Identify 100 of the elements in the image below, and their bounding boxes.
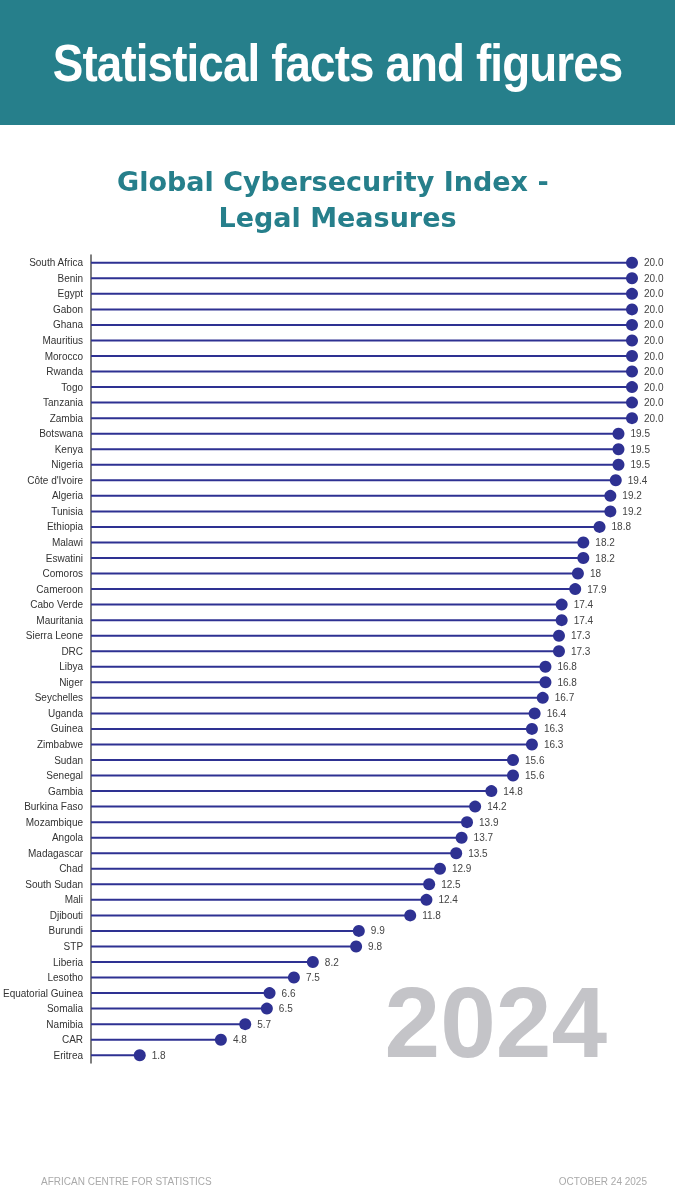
- data-label: 20.0: [644, 381, 664, 393]
- point: [287, 971, 300, 984]
- y-tick-label: Kenya: [54, 443, 84, 455]
- point: [352, 924, 365, 937]
- point: [604, 505, 617, 518]
- data-label: 16.8: [557, 676, 578, 688]
- y-tick-label: Mozambique: [25, 816, 84, 828]
- point: [423, 878, 436, 891]
- point: [604, 489, 617, 502]
- y-tick-label: Niger: [59, 676, 84, 688]
- point: [626, 303, 638, 316]
- point: [525, 738, 538, 751]
- y-tick-label: DRC: [61, 645, 84, 657]
- y-tick-label: Eritrea: [53, 1049, 84, 1061]
- y-tick-label: Côte d'Ivoire: [27, 474, 84, 486]
- data-label: 20.0: [644, 366, 664, 378]
- point: [133, 1049, 146, 1062]
- data-label: 15.6: [524, 770, 545, 782]
- data-label: 19.5: [630, 443, 651, 455]
- point: [461, 816, 474, 829]
- point: [626, 272, 638, 285]
- data-label: 18.8: [611, 521, 632, 533]
- y-tick-label: Cabo Verde: [30, 599, 84, 611]
- point: [555, 614, 568, 627]
- data-label: 19.5: [630, 428, 651, 440]
- point: [263, 987, 276, 1000]
- y-tick-label: Burkina Faso: [24, 801, 84, 813]
- data-label: 19.4: [627, 474, 648, 486]
- y-tick-label: Uganda: [48, 707, 84, 719]
- point: [612, 427, 625, 440]
- y-tick-label: Comoros: [42, 568, 84, 580]
- data-label: 16.3: [543, 723, 564, 735]
- point: [626, 396, 638, 409]
- y-tick-label: Seychelles: [34, 692, 84, 704]
- data-label: 14.8: [503, 785, 524, 797]
- text: AFRICAN CENTRE FOR STATISTICS: [41, 1176, 212, 1187]
- point: [612, 458, 625, 471]
- point: [539, 660, 552, 673]
- data-label: 20.0: [644, 397, 664, 409]
- y-tick-label: Nigeria: [51, 459, 84, 471]
- data-label: 18: [589, 568, 602, 580]
- data-label: 9.8: [368, 940, 383, 952]
- y-tick-label: Zimbabwe: [36, 738, 84, 750]
- point: [239, 1018, 252, 1031]
- y-tick-label: Sierra Leone: [25, 630, 84, 642]
- point: [404, 909, 417, 922]
- y-tick-label: Mali: [64, 894, 84, 906]
- point: [626, 365, 638, 378]
- y-tick-label: Tanzania: [43, 397, 84, 409]
- data-label: 19.2: [622, 505, 643, 517]
- point: [593, 520, 606, 533]
- point: [433, 862, 446, 875]
- data-label: 20.0: [644, 288, 664, 300]
- data-label: 6.5: [278, 1003, 294, 1015]
- y-tick-label: Ghana: [53, 319, 84, 331]
- text: Statistical facts and figures: [52, 32, 623, 93]
- point: [626, 334, 638, 347]
- data-label: 13.7: [473, 832, 494, 844]
- data-label: 20.0: [644, 272, 664, 284]
- point: [552, 629, 565, 642]
- data-label: 20.0: [644, 350, 664, 362]
- y-tick-label: Benin: [57, 272, 84, 284]
- point: [626, 287, 638, 300]
- point: [555, 598, 568, 611]
- data-label: 15.6: [524, 754, 545, 766]
- data-label: 20.0: [644, 319, 664, 331]
- point: [612, 443, 625, 456]
- y-tick-label: Madagascar: [28, 847, 84, 859]
- point: [577, 536, 590, 549]
- y-tick-label: Libya: [59, 661, 84, 673]
- y-tick-label: Togo: [61, 381, 84, 393]
- point: [455, 831, 468, 844]
- y-tick-label: Somalia: [46, 1003, 84, 1015]
- point: [626, 350, 638, 362]
- data-label: 1.8: [151, 1049, 167, 1061]
- y-tick-label: Algeria: [51, 490, 84, 502]
- y-tick-label: Botswana: [39, 428, 84, 440]
- point: [450, 847, 463, 860]
- point: [485, 785, 498, 798]
- point: [528, 707, 541, 720]
- point: [577, 552, 590, 564]
- point: [507, 769, 519, 782]
- y-tick-label: Equatorial Guinea: [2, 987, 84, 999]
- data-label: 16.4: [546, 707, 567, 719]
- data-label: 18.2: [595, 536, 616, 548]
- text: OCTOBER 24 2025: [558, 1176, 647, 1187]
- y-tick-label: Morocco: [44, 350, 84, 362]
- point: [525, 722, 538, 735]
- point: [507, 754, 519, 766]
- y-tick-label: Ethiopia: [46, 521, 84, 533]
- data-label: 20.0: [644, 412, 664, 424]
- y-tick-label: CAR: [61, 1034, 84, 1046]
- y-tick-label: Eswatini: [45, 552, 84, 564]
- data-label: 17.3: [570, 645, 591, 657]
- y-tick-label: Angola: [51, 832, 84, 844]
- data-label: 17.9: [587, 583, 608, 595]
- y-tick-label: Lesotho: [47, 972, 84, 984]
- point: [609, 474, 622, 487]
- y-tick-label: STP: [63, 940, 84, 952]
- point: [571, 567, 584, 580]
